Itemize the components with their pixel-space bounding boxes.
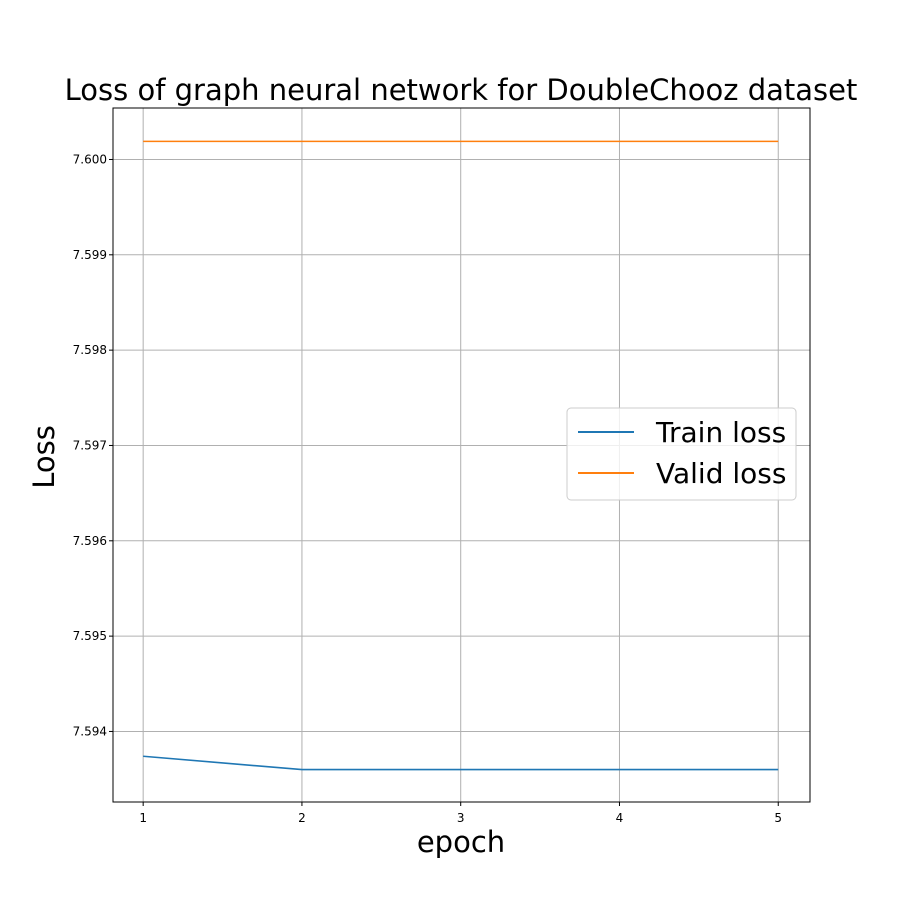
y-tick-label: 7.600 [73,152,107,166]
y-tick-label: 7.598 [73,343,107,357]
y-tick-label: 7.599 [73,248,107,262]
chart-title: Loss of graph neural network for DoubleC… [65,73,858,107]
plot-frame [112,107,811,803]
y-axis-ticks: 7.594 7.595 7.596 7.597 7.598 7.599 7.600 [73,152,113,738]
grid [113,108,810,802]
train-loss-line [143,755,779,771]
legend: Train loss Valid loss [566,407,797,501]
y-tick-label: 7.596 [73,534,107,548]
x-tick-label: 2 [298,811,306,825]
y-tick-label: 7.594 [73,724,107,738]
legend-label-train-loss: Train loss [655,416,786,449]
y-tick-label: 7.595 [73,629,107,643]
x-tick-label: 4 [616,811,624,825]
x-axis-label: epoch [417,825,505,859]
series-lines [143,140,779,771]
y-axis-label: Loss [27,425,61,489]
x-tick-label: 1 [139,811,147,825]
x-axis-ticks: 1 2 3 4 5 [139,802,782,825]
x-tick-label: 5 [774,811,782,825]
x-tick-label: 3 [457,811,465,825]
legend-label-valid-loss: Valid loss [656,457,786,490]
y-tick-label: 7.597 [73,438,107,452]
